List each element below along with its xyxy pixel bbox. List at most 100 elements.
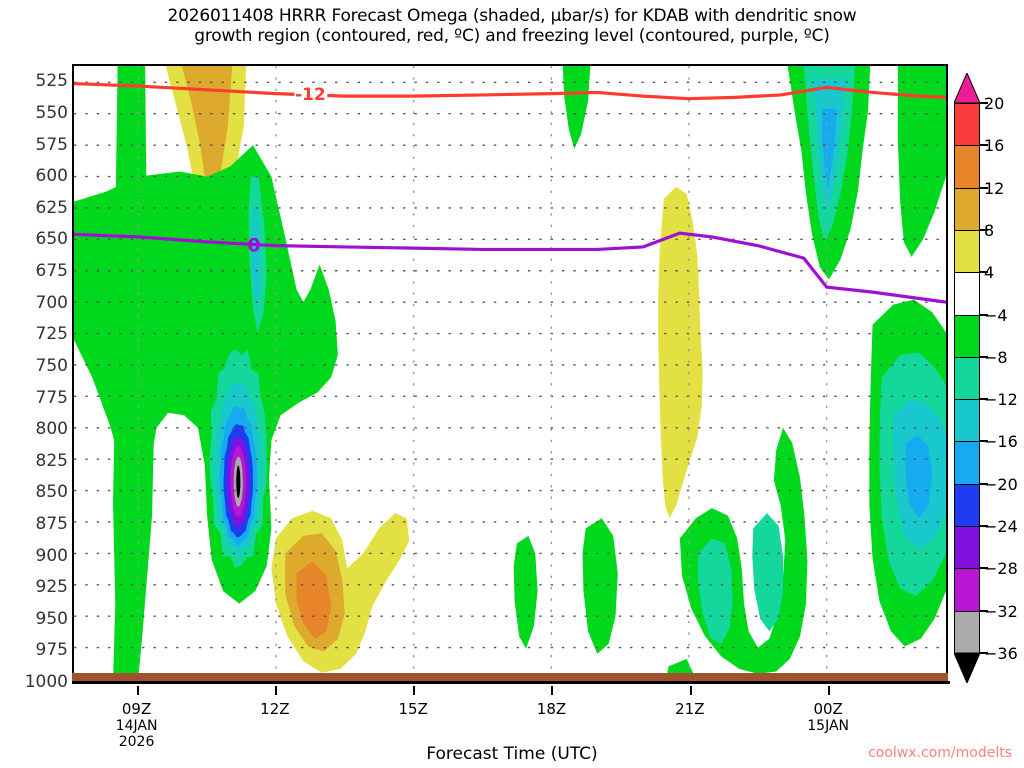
colorbar-tick-mark <box>980 355 988 358</box>
right-edge-green-upper <box>897 66 946 257</box>
shaded-field: -12 0 <box>74 66 946 679</box>
title-line-2: growth region (contoured, red, ºC) and f… <box>194 26 830 46</box>
colorbar-band <box>954 272 980 316</box>
colorbar-band <box>954 356 980 401</box>
green-mass-morning <box>74 145 338 604</box>
colorbar-tick-mark <box>980 228 988 231</box>
y-tick-label: 525 <box>35 71 68 92</box>
colorbar-band <box>954 483 980 528</box>
colorbar-band <box>954 103 980 147</box>
colorbar-tick-mark <box>980 440 988 443</box>
ascent-cone-cyan-650mb <box>251 207 261 310</box>
y-tick-label: 875 <box>35 513 68 534</box>
x-tick-label: 09Z 14JAN 2026 <box>115 700 158 750</box>
low-level-ascent-teal-23z <box>752 513 784 632</box>
colorbar-tick-label: −20 <box>984 474 1018 494</box>
colorbar-tick-label: −12 <box>984 390 1018 410</box>
x-tick-label: 12Z <box>260 700 290 718</box>
colorbar-tick-label: −32 <box>984 601 1018 621</box>
red-label-mask <box>294 83 328 105</box>
colorbar-over-triangle <box>954 73 980 104</box>
y-tick-label: 850 <box>35 482 68 503</box>
colorbar-tick-label: −8 <box>984 347 1008 367</box>
colorbar-tick-mark <box>980 398 988 401</box>
green-patch-19z <box>582 518 618 654</box>
x-tick-mark <box>274 686 277 695</box>
low-level-ascent-teal-21z <box>698 538 733 644</box>
colorbar-tick-label: −24 <box>984 517 1018 537</box>
colorbar-tick-label: −16 <box>984 432 1018 452</box>
dendritic-snow-contour-label: -12 <box>295 84 326 104</box>
descent-column-21z-yellow <box>658 186 703 519</box>
colorbar-tick-mark <box>980 144 988 147</box>
y-tick-label: 750 <box>35 355 68 376</box>
credit-watermark: coolwx.com/modelts <box>868 745 1012 761</box>
x-tick-mark <box>689 686 692 695</box>
y-tick-label: 825 <box>35 450 68 471</box>
y-tick-label: 675 <box>35 261 68 282</box>
x-tick-mark <box>828 686 831 695</box>
colorbar-tick-label: −4 <box>984 305 1008 325</box>
colorbar-tick-label: 8 <box>984 220 995 240</box>
y-tick-label: 950 <box>35 608 68 629</box>
colorbar-band <box>954 314 980 358</box>
grid-lines <box>74 66 946 679</box>
colorbar-tick-mark <box>980 102 988 104</box>
green-column-upper-18z <box>562 66 591 149</box>
upper-ascent-00z-lightblue <box>822 108 837 190</box>
x-axis-title: Forecast Time (UTC) <box>426 744 598 764</box>
green-patch-17z <box>513 535 538 649</box>
y-tick-label: 600 <box>35 166 68 187</box>
freezing-level-contour <box>74 231 946 304</box>
x-tick-mark <box>551 686 554 695</box>
colorbar-band <box>954 610 980 654</box>
x-tick-mark <box>136 686 139 695</box>
y-tick-label: 650 <box>35 229 68 250</box>
x-tick-label: 18Z <box>536 700 567 718</box>
colorbar-under-triangle <box>954 652 980 683</box>
axis-bottom-edge <box>72 681 950 684</box>
colorbar-tick-label: 20 <box>984 94 1005 113</box>
colorbar-tick-mark <box>980 482 988 485</box>
descent-blob-orange-13z <box>296 560 332 639</box>
omega-contour-fill <box>74 66 946 679</box>
y-tick-label: 975 <box>35 640 68 661</box>
y-tick-label: 925 <box>35 577 68 598</box>
colorbar-tick-mark <box>980 567 988 570</box>
y-tick-label: 575 <box>35 134 68 155</box>
x-tick-label: 15Z <box>398 700 428 718</box>
plot-area: -12 0 <box>72 64 948 681</box>
colorbar-band <box>954 229 980 274</box>
contour-lines: -12 0 <box>74 81 946 304</box>
colorbar-band <box>954 441 980 485</box>
colorbar-tick-label: 4 <box>984 263 995 283</box>
dendritic-snow-contour <box>74 81 946 101</box>
freezing-level-contour-label: 0 <box>247 234 260 256</box>
y-axis: 525 550 575 600 625 650 675 700 725 750 775 800 825 8… <box>0 64 68 692</box>
x-axis: 09Z 14JAN 2026 12Z 15Z 18Z 21Z 00Z 15JAN <box>72 686 948 756</box>
colorbar-over-arrow <box>954 73 980 104</box>
colorbar-tick-mark <box>980 313 988 316</box>
x-tick-label: 00Z 15JAN <box>807 700 849 734</box>
title-line-1: 2026011408 HRRR Forecast Omega (shaded, … <box>167 6 857 26</box>
colorbar-band <box>954 145 980 189</box>
deep-ascent-black-core <box>236 465 241 498</box>
colorbar-band <box>954 526 980 570</box>
y-tick-label: 725 <box>35 324 68 345</box>
chart-title: 2026011408 HRRR Forecast Omega (shaded, … <box>0 6 1024 46</box>
terrain-band <box>72 673 948 683</box>
y-tick-label: 550 <box>35 103 68 124</box>
colorbar-tick-label: 16 <box>984 136 1005 156</box>
colorbar-tick-mark <box>980 271 988 274</box>
colorbar-tick-label: −28 <box>984 559 1018 579</box>
colorbar-tick-mark <box>980 652 988 654</box>
colorbar-tick-label: −36 <box>984 644 1018 663</box>
colorbar-tick-mark <box>980 609 988 612</box>
x-tick-label: 21Z <box>675 700 705 718</box>
x-tick-mark <box>413 686 416 695</box>
mid-ascent-01z-lightblue <box>905 435 933 519</box>
colorbar-tick-mark <box>980 525 988 528</box>
y-tick-label: 900 <box>35 545 68 566</box>
y-tick-label: 800 <box>35 419 68 440</box>
